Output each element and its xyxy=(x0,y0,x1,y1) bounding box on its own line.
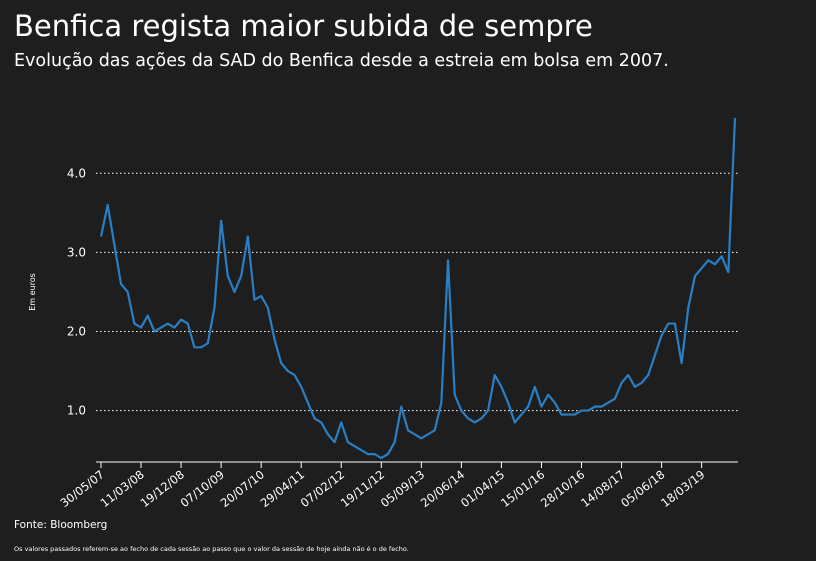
source: Fonte: Bloomberg xyxy=(14,519,107,531)
chart-title: Benfica regista maior subida de sempre xyxy=(14,9,593,43)
y-axis-label: Em euros xyxy=(28,273,37,311)
chart-subtitle: Evolução das ações da SAD do Benfica des… xyxy=(14,51,669,71)
y-tick-label: 4.0 xyxy=(67,166,86,180)
y-tick-label: 2.0 xyxy=(67,324,86,338)
footnote: Os valores passados referem-se ao fecho … xyxy=(14,545,409,553)
price-line xyxy=(99,117,737,460)
y-tick-label: 3.0 xyxy=(67,245,86,259)
y-tick-label: 1.0 xyxy=(67,404,86,418)
